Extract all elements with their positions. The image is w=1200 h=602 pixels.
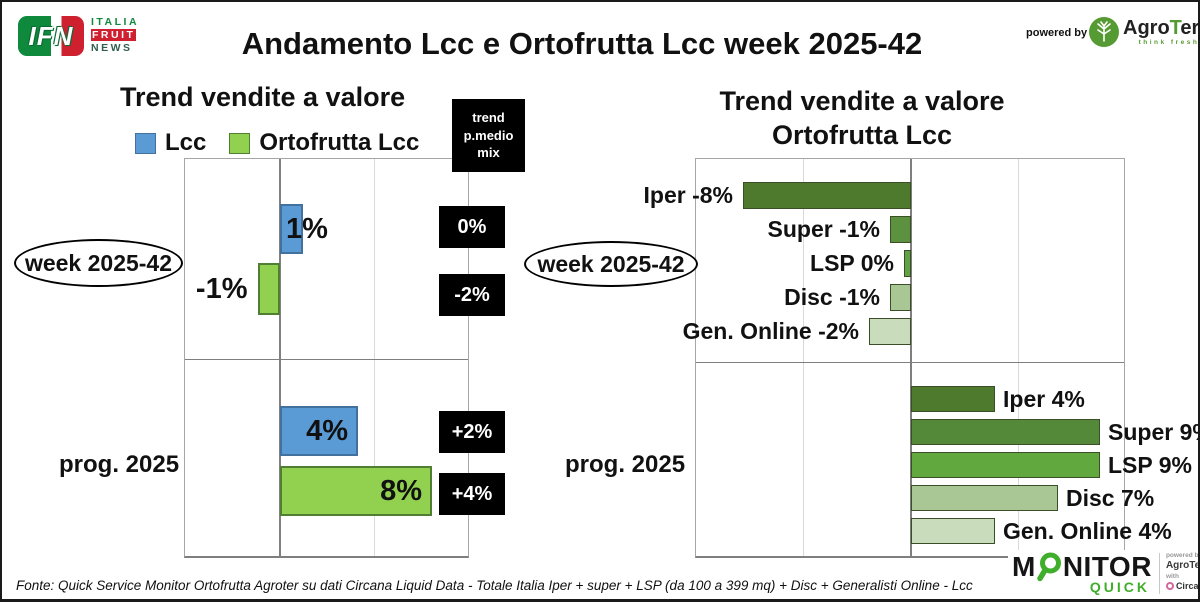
bar-lcc-week-2025-42 — [280, 204, 303, 254]
bar-lsp-prog-2025 — [911, 452, 1100, 478]
agroter-tree-icon — [1089, 17, 1119, 47]
monitor-word: M NITOR — [1012, 552, 1152, 582]
bar-row-label: Gen. Online -2% — [682, 318, 859, 344]
bar-gen-online-week-2025-42 — [869, 318, 911, 345]
bar-ortofrutta-lcc-week-2025-42 — [257, 263, 280, 315]
agroter-tagline: think fresh — [1138, 39, 1200, 46]
bar-value-label: -1% — [195, 273, 248, 305]
week-label-ellipse-left: week 2025-42 — [14, 239, 183, 287]
prog-2025-label-right: prog. 2025 — [565, 451, 686, 478]
monitor-circana-label: Circana. — [1165, 580, 1199, 592]
section-divider — [185, 359, 468, 360]
page-title: Andamento Lcc e Ortofrutta Lcc week 2025… — [241, 26, 923, 61]
right-chart-title-line2: Ortofrutta Lcc — [771, 120, 952, 150]
mix-value-prog-lcc: +2% — [439, 411, 505, 453]
right-chart-title-line1: Trend vendite a valore — [719, 86, 1005, 116]
powered-by-label: powered by — [1026, 27, 1088, 39]
source-note: Fonte: Quick Service Monitor Ortofrutta … — [16, 578, 973, 593]
bar-super-prog-2025 — [911, 419, 1100, 445]
bar-lcc-prog-2025 — [280, 406, 358, 456]
magnifier-icon — [1037, 552, 1061, 582]
bar-row-label: LSP 0% — [810, 250, 894, 276]
mix-value-week-lcc: 0% — [439, 206, 505, 248]
circana-icon — [1165, 582, 1174, 591]
bar-gen-online-prog-2025 — [911, 518, 995, 544]
bar-row-label: Disc -1% — [784, 284, 880, 310]
bar-row-label: LSP 9% — [1108, 452, 1192, 478]
monitor-word-end: NITOR — [1062, 551, 1152, 582]
ifn-logo-text: ITALIA FRUIT NEWS — [91, 16, 139, 54]
bar-lsp-week-2025-42 — [904, 250, 911, 277]
bar-row-label: Iper -8% — [643, 182, 733, 208]
monitor-quick-label: QUICK — [1089, 579, 1150, 595]
ifn-italia-label: ITALIA — [91, 16, 140, 28]
monitor-word-start: M — [1012, 551, 1036, 582]
section-divider — [696, 362, 1124, 363]
legend-swatch-lcc — [135, 132, 156, 154]
left-chart-area: 1% -1% 4% 8% — [184, 158, 469, 558]
bar-value-label: 4% — [306, 415, 348, 447]
mix-value-prog-ortofrutta: +4% — [439, 473, 505, 515]
legend-swatch-ortofrutta — [229, 132, 251, 154]
left-bars-layer: 1% -1% 4% 8% — [185, 159, 468, 556]
mix-header-line3: mix — [477, 145, 500, 161]
bar-row-label: Iper 4% — [1003, 386, 1085, 412]
ifn-logo-badge: IFN — [18, 16, 84, 56]
agroter-logo: AgroTer think fresh — [1088, 16, 1200, 48]
gridline — [1018, 159, 1019, 556]
bar-disc-week-2025-42 — [890, 284, 911, 311]
monitor-divider — [1158, 553, 1160, 594]
bar-value-label: 1% — [286, 213, 328, 245]
bar-row-label: Gen. Online 4% — [1003, 518, 1172, 544]
agroter-name-t: T — [1169, 17, 1181, 39]
ifn-fruit-label: FRUIT — [91, 29, 137, 42]
agroter-name: AgroTer — [1123, 17, 1200, 39]
zero-axis — [910, 159, 912, 556]
bar-row-label: Super -1% — [767, 216, 880, 242]
trend-pmedio-mix-header-box: trend p.medio mix — [452, 99, 525, 172]
left-chart-title: Trend vendite a valore — [120, 82, 406, 112]
bar-row-label: Super 9% — [1108, 419, 1198, 445]
monitor-agroter-label: AgroTer — [1165, 560, 1200, 572]
monitor-quick-logo: M NITOR QUICK powered by AgroTer with Ci… — [1008, 550, 1200, 597]
monitor-with-label: with — [1165, 572, 1179, 580]
zero-axis — [279, 159, 281, 556]
mix-header-line2: p.medio — [463, 127, 514, 143]
legend-label-ortofrutta: Ortofrutta Lcc — [259, 129, 420, 156]
bar-value-label: 8% — [380, 475, 422, 507]
monitor-powered-by-label: powered by — [1165, 552, 1200, 559]
bar-iper-prog-2025 — [911, 386, 995, 412]
mix-header-line1: trend — [472, 110, 505, 126]
circana-text: Circana. — [1175, 580, 1199, 591]
prog-2025-label-left: prog. 2025 — [59, 451, 180, 478]
gridline — [803, 159, 804, 556]
right-chart-area: Iper -8% Super -1% LSP 0% Disc -1% Gen. Onli… — [644, 158, 1198, 558]
bar-super-week-2025-42 — [890, 216, 911, 243]
mix-value-week-ortofrutta: -2% — [439, 274, 505, 316]
bar-iper-week-2025-42 — [743, 182, 911, 209]
bar-disc-prog-2025 — [911, 485, 1058, 511]
week-label-ellipse-right: week 2025-42 — [524, 241, 698, 287]
right-bars-layer: Iper -8% Super -1% LSP 0% Disc -1% Gen. Onli… — [644, 159, 1198, 556]
chart-legend: Lcc Ortofrutta Lcc — [135, 131, 433, 155]
ifn-news-label: NEWS — [91, 42, 133, 55]
agroter-name-pre: Agro — [1123, 17, 1170, 39]
ifn-logo: IFN ITALIA FRUIT NEWS — [18, 16, 139, 56]
agroter-wordmark: AgroTer think fresh — [1123, 17, 1200, 46]
right-chart-title: Trend vendite a valore Ortofrutta Lcc — [647, 84, 1077, 152]
bar-ortofrutta-lcc-prog-2025 — [280, 466, 432, 516]
monitor-wordmark: M NITOR QUICK — [1012, 552, 1152, 595]
gridline — [374, 159, 375, 556]
agroter-name-post: er — [1180, 17, 1200, 39]
monitor-powered-block: powered by AgroTer with Circana. — [1165, 552, 1200, 592]
legend-label-lcc: Lcc — [165, 129, 207, 156]
bar-row-label: Disc 7% — [1066, 485, 1155, 511]
